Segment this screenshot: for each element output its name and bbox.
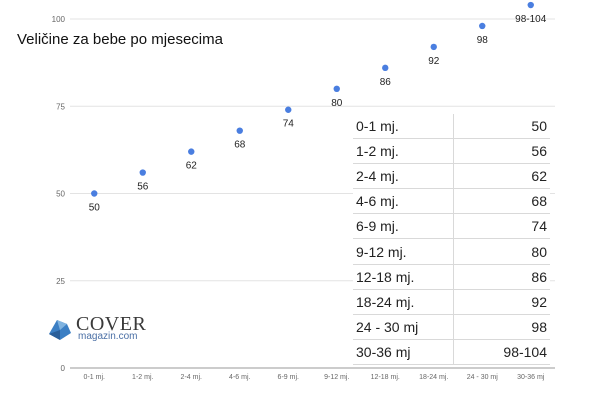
table-cell-age: 12-18 mj. — [353, 264, 454, 290]
chart-title: Veličine za bebe po mjesecima — [17, 31, 223, 48]
table-cell-size: 56 — [453, 138, 550, 165]
data-label: 80 — [331, 98, 343, 109]
table-cell-age: 4-6 mj. — [353, 188, 454, 215]
table-cell-size: 98 — [453, 314, 550, 340]
y-tick-label: 50 — [56, 190, 65, 199]
data-point — [285, 106, 292, 113]
data-point — [236, 127, 243, 134]
table-cell-size: 80 — [453, 238, 550, 265]
table-row: 12-18 mj. 86 — [353, 264, 550, 290]
y-tick-label: 100 — [52, 15, 66, 24]
table-cell-age: 18-24 mj. — [353, 289, 454, 315]
data-point — [479, 22, 486, 30]
logo-mark-icon — [49, 320, 71, 340]
logo-name: COVER — [76, 313, 147, 335]
data-label: 86 — [380, 77, 392, 88]
table-cell-age: 30-36 mj — [353, 339, 454, 365]
data-label: 92 — [428, 56, 440, 67]
x-tick-label: 12-18 mj. — [371, 374, 400, 381]
data-point — [188, 148, 195, 155]
table-cell-size: 98-104 — [453, 339, 550, 365]
table-cell-size: 68 — [453, 188, 550, 215]
x-tick-label: 9-12 mj. — [324, 374, 349, 381]
data-point — [527, 1, 534, 9]
table-row: 30-36 mj 98-104 — [353, 339, 550, 365]
x-tick-label: 2-4 mj. — [181, 374, 202, 381]
table-cell-age: 9-12 mj. — [353, 238, 454, 265]
data-point — [139, 169, 146, 176]
table-cell-size: 62 — [453, 163, 550, 190]
table-cell-size: 92 — [453, 289, 550, 315]
y-tick-label: 0 — [61, 364, 66, 373]
y-tick-label: 75 — [56, 102, 65, 111]
x-tick-label: 1-2 mj. — [132, 374, 153, 381]
table-row: 18-24 mj. 92 — [353, 289, 550, 315]
table-row: 0-1 mj. 50 — [353, 114, 550, 140]
table-cell-size: 74 — [453, 213, 550, 240]
data-label: 98 — [477, 35, 489, 46]
table-cell-age: 24 - 30 mj — [353, 314, 454, 340]
data-label: 50 — [89, 203, 101, 214]
data-point — [382, 64, 389, 72]
table-row: 9-12 mj. 80 — [353, 238, 550, 265]
x-tick-label: 24 - 30 mj — [467, 374, 499, 381]
data-label: 62 — [186, 161, 198, 172]
x-tick-label: 18-24 mj. — [419, 374, 448, 381]
x-tick-label: 6-9 mj. — [278, 374, 299, 381]
table-cell-age: 1-2 mj. — [353, 138, 454, 165]
data-label: 68 — [234, 140, 246, 151]
data-label: 98-104 — [515, 14, 547, 25]
table-cell-size: 50 — [453, 114, 550, 140]
table-row: 4-6 mj. 68 — [353, 188, 550, 215]
table-cell-age: 2-4 mj. — [353, 163, 454, 190]
table-cell-age: 6-9 mj. — [353, 213, 454, 240]
x-tick-label: 4-6 mj. — [229, 374, 250, 381]
data-label: 74 — [283, 119, 295, 130]
table-row: 6-9 mj. 74 — [353, 213, 550, 240]
size-table: 0-1 mj. 50 1-2 mj. 56 2-4 mj. 62 4-6 mj. 68 6-9 … — [353, 114, 550, 365]
table-row: 1-2 mj. 56 — [353, 138, 550, 165]
logo-subtitle: magazin.com — [78, 331, 138, 342]
table-cell-age: 0-1 mj. — [353, 114, 454, 140]
data-point — [430, 43, 437, 51]
data-point — [333, 85, 340, 93]
data-point — [91, 190, 98, 197]
x-tick-label: 0-1 mj. — [84, 374, 105, 381]
table-row: 2-4 mj. 62 — [353, 163, 550, 190]
data-label: 56 — [137, 182, 149, 193]
table-cell-size: 86 — [453, 264, 550, 290]
y-tick-label: 25 — [56, 277, 65, 286]
table-row: 24 - 30 mj 98 — [353, 314, 550, 340]
x-tick-label: 30-36 mj — [517, 374, 545, 381]
